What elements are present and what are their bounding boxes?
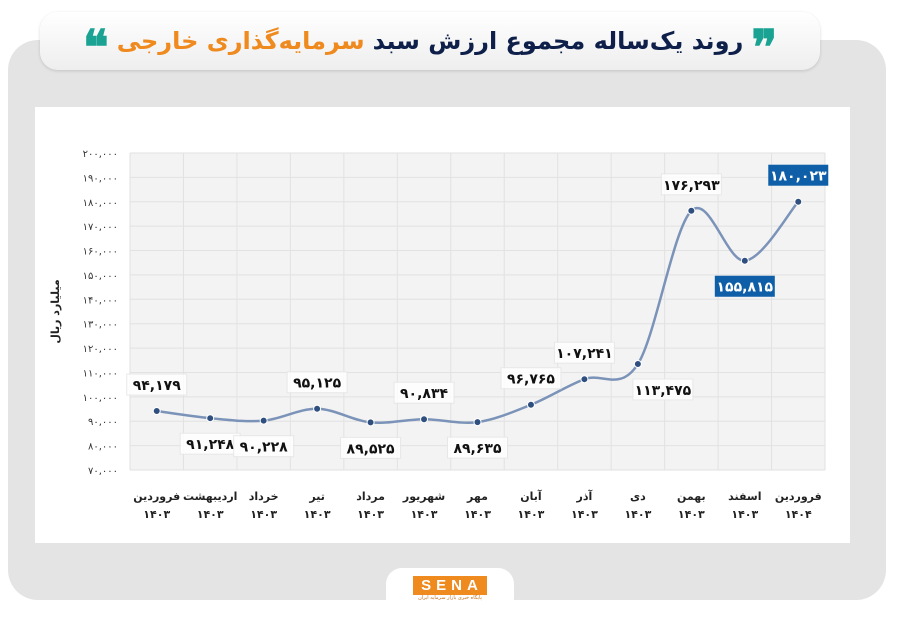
x-tick-month: دی — [630, 490, 646, 503]
data-label-box — [233, 435, 295, 458]
data-label-box — [500, 367, 562, 390]
data-point — [366, 418, 375, 427]
data-label-box — [632, 378, 694, 401]
x-tick-month: خرداد — [249, 490, 279, 503]
data-point — [313, 404, 322, 413]
data-label-box — [660, 173, 722, 196]
x-tick-year: ۱۴۰۴ — [785, 508, 812, 521]
x-tick-year: ۱۴۰۳ — [518, 508, 545, 521]
x-tick-month: بهمن — [677, 490, 706, 503]
data-label: ۹۰,۲۲۸ — [240, 440, 288, 456]
data-label: ۱۸۰,۰۲۳ — [770, 169, 827, 185]
x-tick-year: ۱۴۰۳ — [143, 508, 170, 521]
x-tick-month: آبان — [520, 489, 542, 503]
y-tick-label: ۱۹۰,۰۰۰ — [83, 173, 118, 184]
series-line — [156, 200, 800, 425]
title-accent: سرمایه‌گذاری خارجی — [116, 27, 365, 55]
data-label: ۱۱۳,۴۷۵ — [635, 383, 692, 399]
y-axis-title: میلیارد ریال — [49, 279, 62, 343]
data-label: ۱۰۷,۲۴۱ — [556, 346, 613, 362]
quote-open-icon: ❞ — [751, 20, 778, 76]
data-label: ۹۵,۱۲۵ — [293, 376, 341, 392]
y-tick-label: ۱۶۰,۰۰۰ — [83, 247, 118, 258]
y-tick-label: ۱۳۰,۰۰۰ — [83, 320, 118, 331]
data-label-box — [286, 371, 348, 394]
data-label: ۹۴,۱۷۹ — [133, 378, 181, 394]
data-label: ۹۰,۸۳۴ — [400, 386, 448, 402]
data-label-box — [768, 164, 829, 186]
x-tick-year: ۱۴۰۳ — [357, 508, 384, 521]
data-label-box — [553, 341, 615, 364]
y-tick-label: ۸۰,۰۰۰ — [88, 442, 118, 453]
data-label-box — [447, 436, 508, 459]
y-tick-label: ۱۴۰,۰۰۰ — [83, 295, 118, 306]
chart-area: ۷۰,۰۰۰ ۸۰,۰۰۰ ۹۰,۰۰۰ ۱۰۰,۰۰۰ ۱۱۰,۰۰۰ ۱۲۰,۰۰۰ ۱… — [35, 107, 850, 543]
data-label: ۹۱,۲۴۸ — [186, 437, 234, 453]
x-tick-month: اردیبهشت — [183, 490, 237, 503]
x-tick-year: ۱۴۰۳ — [731, 508, 758, 521]
title-bar: ❞ روند یک‌ساله مجموع ارزش سبد سرمایه‌گذا… — [40, 12, 820, 76]
plot-background — [130, 153, 825, 470]
data-label: ۸۹,۵۲۵ — [347, 441, 395, 457]
y-tick-label: ۱۷۰,۰۰۰ — [83, 222, 118, 233]
x-tick-month: شهریور — [402, 490, 445, 503]
y-tick-label: ۹۰,۰۰۰ — [88, 417, 118, 428]
data-point — [259, 416, 268, 425]
data-point — [152, 407, 161, 416]
x-tick-year: ۱۴۰۳ — [411, 508, 438, 521]
x-tick-year: ۱۴۰۳ — [464, 508, 491, 521]
title-main: روند یک‌ساله مجموع ارزش سبد — [372, 27, 744, 55]
data-point — [580, 375, 589, 384]
data-point — [206, 414, 215, 423]
x-tick-month: مرداد — [356, 490, 385, 503]
x-tick-month: آذر — [576, 489, 593, 503]
data-label-box — [714, 275, 775, 297]
data-label: ۱۷۶,۲۹۳ — [663, 178, 720, 194]
data-point — [633, 359, 642, 368]
x-tick-month: فروردین — [133, 490, 180, 503]
y-tick-label: ۱۵۰,۰۰۰ — [83, 271, 118, 282]
data-label-box — [393, 381, 455, 404]
line-chart: ۷۰,۰۰۰ ۸۰,۰۰۰ ۹۰,۰۰۰ ۱۰۰,۰۰۰ ۱۱۰,۰۰۰ ۱۲۰,۰۰۰ ۱… — [49, 149, 829, 521]
logo-word: SENA — [413, 576, 487, 595]
y-tick-label: ۱۲۰,۰۰۰ — [83, 344, 118, 355]
x-tick-year: ۱۴۰۳ — [678, 508, 705, 521]
x-tick-month: تیر — [308, 490, 324, 503]
data-label-box — [126, 373, 188, 396]
x-tick-year: ۱۴۰۳ — [304, 508, 331, 521]
x-tick-year: ۱۴۰۳ — [197, 508, 224, 521]
y-tick-label: ۲۰۰,۰۰۰ — [83, 149, 118, 160]
x-tick-year: ۱۴۰۳ — [571, 508, 598, 521]
quote-close-icon: ❝ — [82, 20, 109, 76]
data-point — [526, 400, 535, 409]
data-label: ۸۹,۶۳۵ — [453, 441, 501, 457]
data-point — [687, 206, 696, 215]
data-label: ۱۵۵,۸۱۵ — [717, 280, 774, 296]
data-label: ۹۶,۷۶۵ — [507, 372, 555, 388]
x-tick-month: اسفند — [728, 490, 761, 503]
data-point — [473, 418, 482, 427]
data-point — [794, 197, 803, 206]
y-tick-label: ۷۰,۰۰۰ — [88, 466, 118, 477]
sena-logo: SENA پایگاه خبری بازار سرمایه ایران — [386, 568, 514, 614]
logo-subtitle: پایگاه خبری بازار سرمایه ایران — [418, 595, 482, 601]
data-label-box — [340, 436, 402, 459]
x-tick-year: ۱۴۰۳ — [250, 508, 277, 521]
x-tick-month: فروردین — [775, 490, 822, 503]
data-point — [420, 415, 429, 424]
data-point — [740, 256, 749, 265]
y-tick-label: ۱۰۰,۰۰۰ — [83, 393, 118, 404]
y-tick-label: ۱۱۰,۰۰۰ — [83, 368, 118, 379]
y-tick-label: ۱۸۰,۰۰۰ — [83, 198, 118, 209]
x-tick-year: ۱۴۰۳ — [624, 508, 651, 521]
x-tick-month: مهر — [466, 490, 488, 503]
